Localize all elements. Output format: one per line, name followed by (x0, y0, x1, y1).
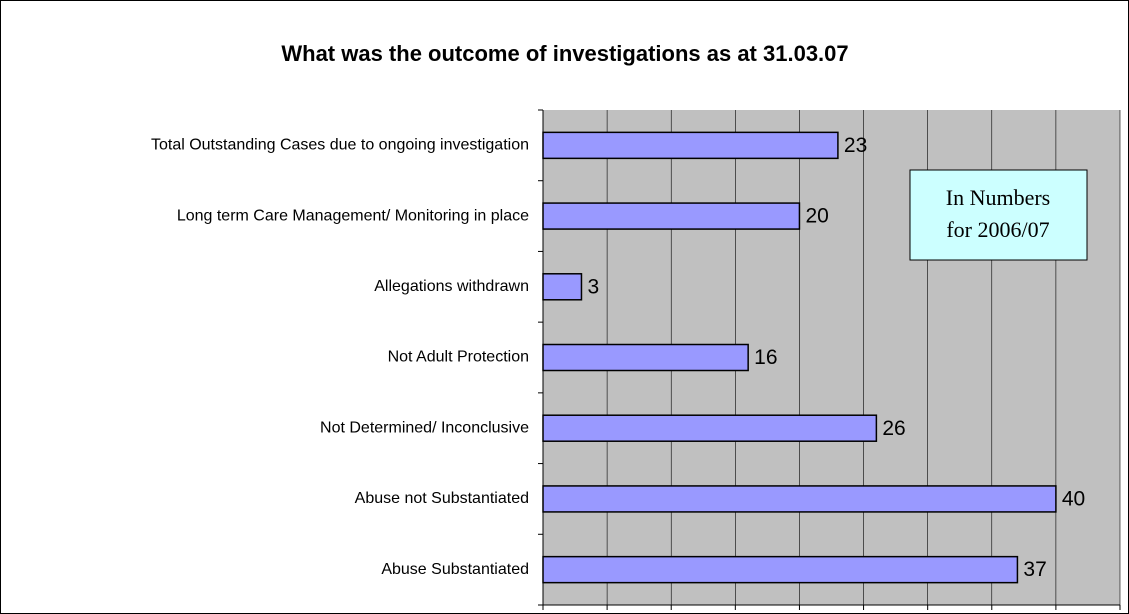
value-label: 40 (1062, 487, 1085, 510)
y-tick-label: Allegations withdrawn (374, 278, 529, 295)
bar (542, 343, 749, 372)
annotation-line: for 2006/07 (946, 217, 1049, 242)
bar (542, 273, 583, 301)
annotation-box (909, 169, 1088, 261)
value-label: 37 (1023, 558, 1046, 581)
value-label: 20 (805, 205, 828, 228)
bar (542, 485, 1057, 513)
y-tick-label: Total Outstanding Cases due to ongoing i… (151, 137, 529, 154)
y-tick-label: Abuse Substantiated (381, 561, 529, 578)
plot: Total Outstanding Cases due to ongoing i… (151, 109, 1121, 610)
bar (542, 131, 839, 160)
chart-title: What was the outcome of investigations a… (281, 41, 848, 66)
y-tick-label: Not Determined/ Inconclusive (320, 419, 529, 436)
value-label: 23 (844, 134, 867, 157)
bar (542, 555, 1019, 584)
value-label: 3 (587, 275, 599, 298)
y-tick-label: Not Adult Protection (388, 349, 529, 366)
y-tick-label: Long term Care Management/ Monitoring in… (177, 207, 529, 224)
value-label: 16 (754, 346, 777, 369)
y-tick-label: Abuse not Substantiated (355, 490, 529, 507)
bar (542, 202, 801, 230)
value-label: 26 (882, 417, 905, 440)
bar (542, 414, 878, 442)
annotation-line: In Numbers (946, 185, 1050, 210)
